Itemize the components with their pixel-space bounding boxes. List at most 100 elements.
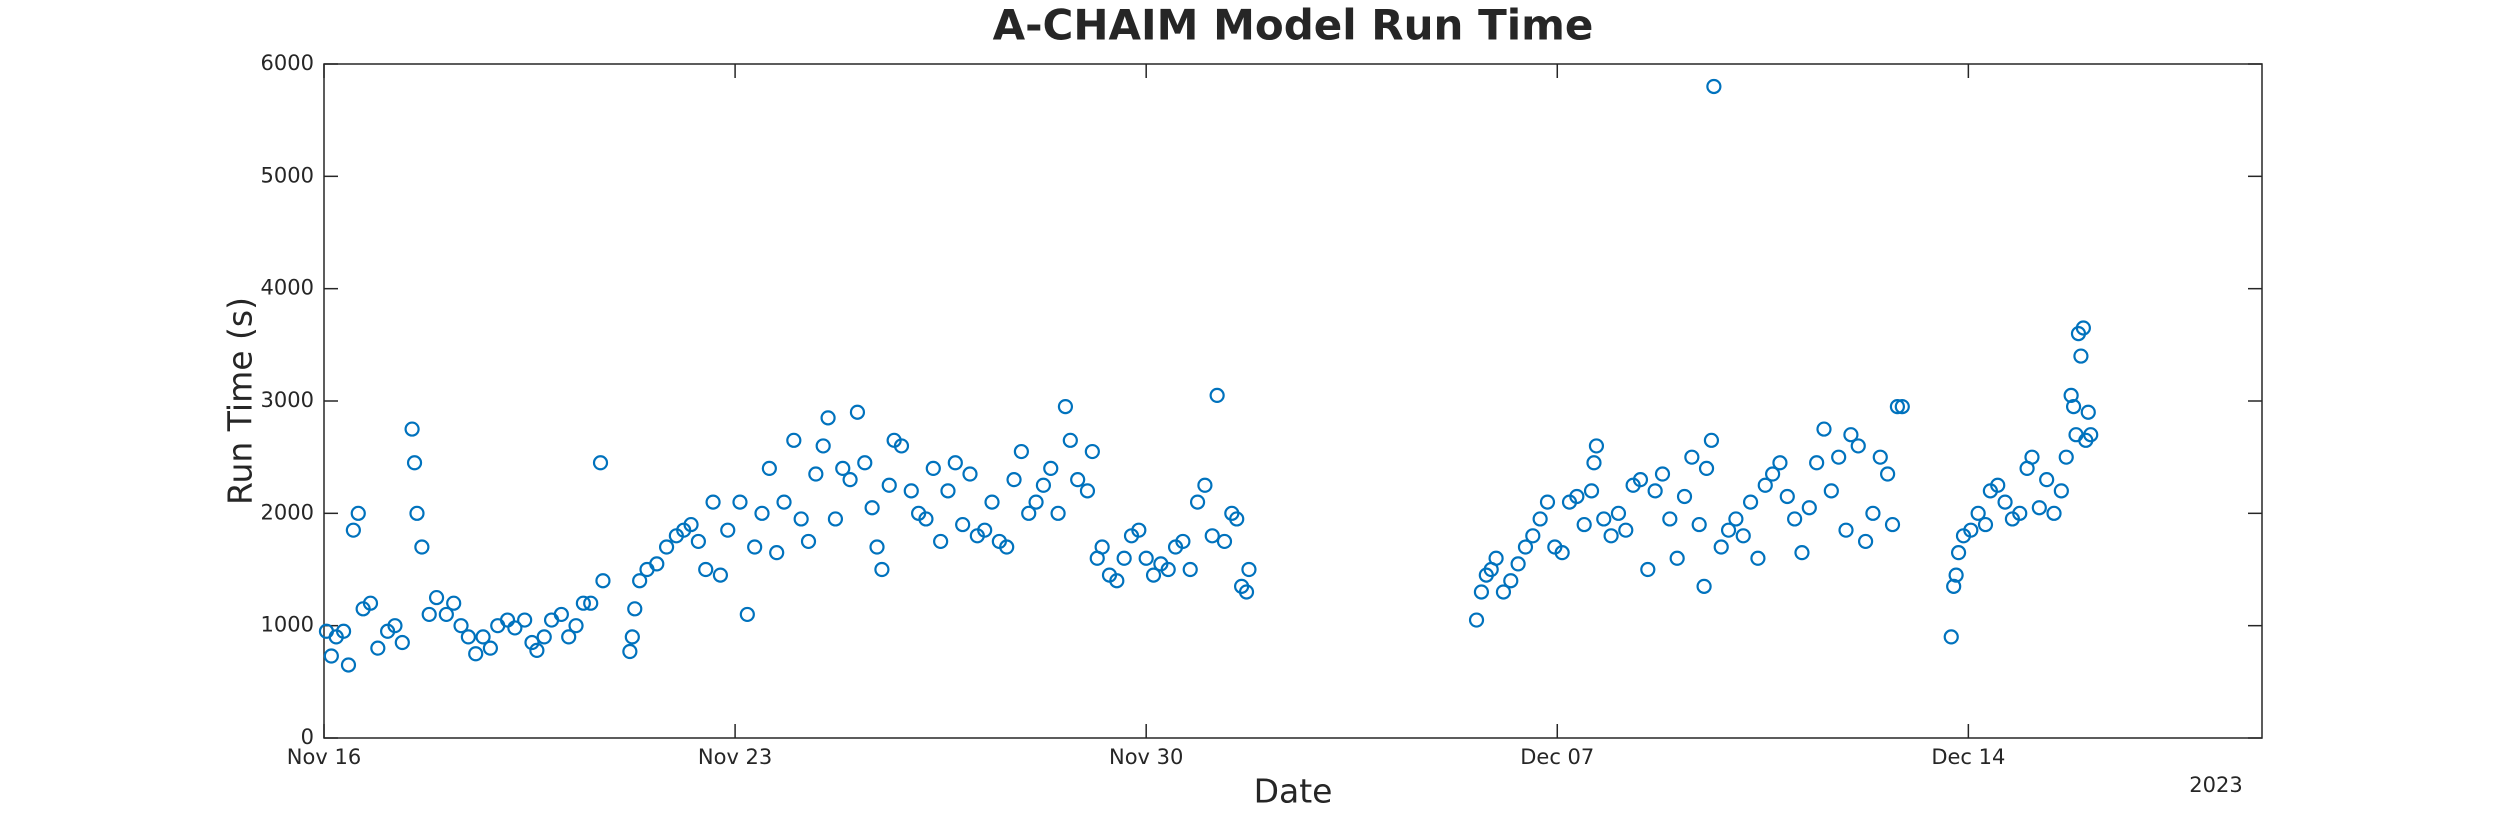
point (1801, 500, 1817, 516)
point (1182, 561, 1198, 578)
point (1843, 427, 1859, 443)
point (747, 539, 763, 555)
point (1618, 522, 1634, 538)
point (475, 629, 491, 645)
point (1706, 78, 1722, 95)
point (842, 472, 858, 488)
point (1209, 387, 1225, 403)
point (1831, 449, 1847, 465)
point (827, 511, 844, 527)
point (1013, 443, 1029, 460)
point (815, 438, 831, 454)
point (394, 634, 410, 651)
point (1588, 438, 1605, 454)
point (984, 494, 1000, 510)
point (808, 466, 824, 482)
point (1735, 528, 1751, 544)
point (1872, 449, 1888, 465)
point (820, 410, 836, 426)
point (1596, 511, 1612, 527)
point (1662, 511, 1678, 527)
point (1238, 584, 1255, 600)
point (1850, 438, 1866, 454)
point (345, 522, 361, 538)
point (335, 623, 352, 639)
point (1241, 561, 1257, 578)
point (1488, 550, 1504, 566)
point (1779, 488, 1795, 505)
point (428, 589, 445, 606)
x-tick-label: Dec 07 (1520, 745, 1594, 769)
point (864, 500, 880, 516)
point (1586, 455, 1602, 471)
point (881, 477, 897, 493)
point (1809, 455, 1825, 471)
point (553, 606, 569, 623)
point (1720, 522, 1737, 538)
point (739, 606, 755, 623)
point (517, 612, 533, 628)
point (999, 539, 1015, 555)
point (1946, 578, 1962, 594)
point (529, 642, 545, 658)
point (2080, 404, 2096, 420)
point (1696, 578, 1712, 594)
point (1503, 573, 1519, 589)
point (446, 595, 462, 611)
point (2046, 505, 2062, 521)
point (1070, 472, 1086, 488)
point (2053, 483, 2069, 499)
point (940, 483, 956, 499)
point (925, 460, 941, 476)
point (2058, 449, 2074, 465)
point (1865, 505, 1881, 521)
point (1035, 477, 1052, 493)
point (761, 460, 777, 476)
point (1703, 432, 1720, 448)
point (2083, 427, 2099, 443)
point (874, 561, 890, 578)
point (1728, 511, 1744, 527)
point (1757, 477, 1773, 493)
point (507, 620, 523, 636)
y-tick-label: 6000 (261, 51, 314, 75)
point (414, 539, 430, 555)
point (683, 516, 699, 533)
point (947, 455, 963, 471)
point (857, 455, 873, 471)
point (1772, 455, 1788, 471)
point (1823, 483, 1839, 499)
point (524, 634, 540, 651)
point (1698, 460, 1715, 476)
point (1676, 488, 1693, 505)
point (1884, 516, 1901, 533)
point (1229, 511, 1245, 527)
point (1473, 584, 1490, 600)
point (690, 533, 706, 550)
y-tick-label: 2000 (261, 500, 314, 524)
point (323, 648, 339, 664)
point (592, 455, 609, 471)
point (903, 483, 919, 499)
point (1894, 399, 1910, 415)
point (1742, 494, 1759, 510)
y-axis-label: Run Time (s) (221, 297, 260, 505)
point (1654, 466, 1671, 482)
point (1838, 522, 1854, 538)
point (1970, 505, 1986, 521)
point (1510, 556, 1526, 572)
point (1160, 561, 1176, 578)
point (2063, 387, 2079, 403)
point (409, 505, 425, 521)
point (1517, 539, 1534, 555)
point (460, 629, 476, 645)
point (1691, 516, 1707, 533)
x-axis-label: Date (1254, 772, 1333, 811)
point (1050, 505, 1066, 521)
point (893, 438, 910, 454)
point (732, 494, 748, 510)
point (1610, 505, 1627, 521)
point (1131, 522, 1147, 538)
point (595, 573, 611, 589)
